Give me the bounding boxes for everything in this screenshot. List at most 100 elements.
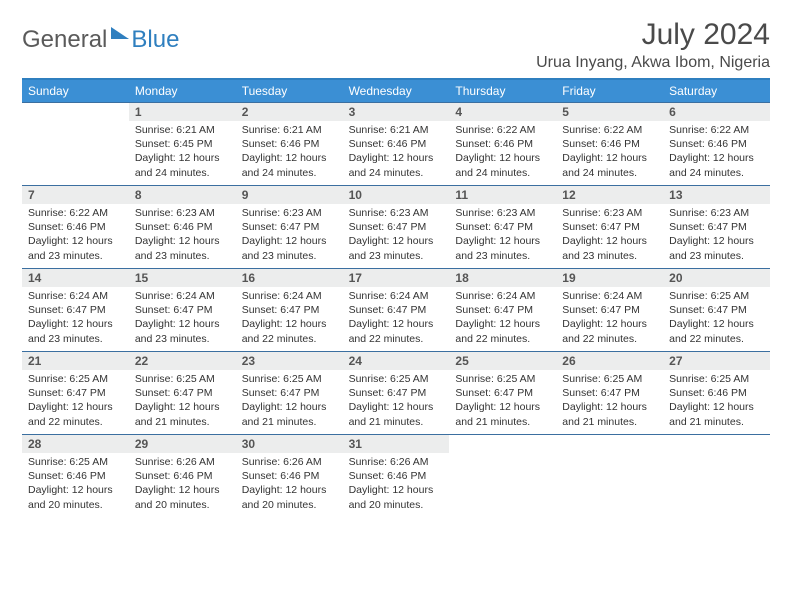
sunrise-line: Sunrise: 6:21 AM <box>349 123 444 137</box>
daylight-line: Daylight: 12 hours and 24 minutes. <box>669 151 764 179</box>
sunrise-line: Sunrise: 6:23 AM <box>455 206 550 220</box>
daylight-line: Daylight: 12 hours and 23 minutes. <box>562 234 657 262</box>
sunset-line: Sunset: 6:47 PM <box>28 386 123 400</box>
day-number: 14 <box>22 269 129 287</box>
day-details: Sunrise: 6:25 AMSunset: 6:47 PMDaylight:… <box>343 370 450 433</box>
calendar-cell: 9Sunrise: 6:23 AMSunset: 6:47 PMDaylight… <box>236 186 343 268</box>
day-details: Sunrise: 6:23 AMSunset: 6:47 PMDaylight:… <box>449 204 556 267</box>
day-details: Sunrise: 6:23 AMSunset: 6:47 PMDaylight:… <box>556 204 663 267</box>
calendar-cell: 21Sunrise: 6:25 AMSunset: 6:47 PMDayligh… <box>22 352 129 434</box>
day-details: Sunrise: 6:22 AMSunset: 6:46 PMDaylight:… <box>556 121 663 184</box>
month-title: July 2024 <box>536 18 770 52</box>
weekday-header-saturday: Saturday <box>663 80 770 102</box>
sunrise-line: Sunrise: 6:25 AM <box>349 372 444 386</box>
day-number: 29 <box>129 435 236 453</box>
sunset-line: Sunset: 6:47 PM <box>135 386 230 400</box>
daylight-line: Daylight: 12 hours and 24 minutes. <box>562 151 657 179</box>
calendar-cell: 8Sunrise: 6:23 AMSunset: 6:46 PMDaylight… <box>129 186 236 268</box>
daylight-line: Daylight: 12 hours and 23 minutes. <box>242 234 337 262</box>
daylight-line: Daylight: 12 hours and 21 minutes. <box>349 400 444 428</box>
sunrise-line: Sunrise: 6:22 AM <box>455 123 550 137</box>
day-number: 20 <box>663 269 770 287</box>
sunset-line: Sunset: 6:47 PM <box>242 386 337 400</box>
sunrise-line: Sunrise: 6:22 AM <box>562 123 657 137</box>
sunrise-line: Sunrise: 6:23 AM <box>135 206 230 220</box>
daylight-line: Daylight: 12 hours and 23 minutes. <box>455 234 550 262</box>
sunset-line: Sunset: 6:47 PM <box>455 220 550 234</box>
day-number: 18 <box>449 269 556 287</box>
day-number: 8 <box>129 186 236 204</box>
day-number <box>22 103 129 121</box>
day-details: Sunrise: 6:24 AMSunset: 6:47 PMDaylight:… <box>449 287 556 350</box>
day-number: 25 <box>449 352 556 370</box>
day-number <box>556 435 663 453</box>
calendar-cell: 25Sunrise: 6:25 AMSunset: 6:47 PMDayligh… <box>449 352 556 434</box>
day-number: 3 <box>343 103 450 121</box>
daylight-line: Daylight: 12 hours and 24 minutes. <box>242 151 337 179</box>
location-text: Urua Inyang, Akwa Ibom, Nigeria <box>536 54 770 72</box>
day-details: Sunrise: 6:25 AMSunset: 6:47 PMDaylight:… <box>236 370 343 433</box>
calendar-cell: 15Sunrise: 6:24 AMSunset: 6:47 PMDayligh… <box>129 269 236 351</box>
daylight-line: Daylight: 12 hours and 20 minutes. <box>28 483 123 511</box>
sunset-line: Sunset: 6:47 PM <box>562 303 657 317</box>
daylight-line: Daylight: 12 hours and 21 minutes. <box>135 400 230 428</box>
calendar-cell: 30Sunrise: 6:26 AMSunset: 6:46 PMDayligh… <box>236 435 343 517</box>
calendar-cell: 2Sunrise: 6:21 AMSunset: 6:46 PMDaylight… <box>236 103 343 185</box>
calendar-cell: 18Sunrise: 6:24 AMSunset: 6:47 PMDayligh… <box>449 269 556 351</box>
calendar-cell: 17Sunrise: 6:24 AMSunset: 6:47 PMDayligh… <box>343 269 450 351</box>
sunset-line: Sunset: 6:47 PM <box>562 220 657 234</box>
day-number: 30 <box>236 435 343 453</box>
daylight-line: Daylight: 12 hours and 23 minutes. <box>135 317 230 345</box>
daylight-line: Daylight: 12 hours and 21 minutes. <box>455 400 550 428</box>
sunrise-line: Sunrise: 6:25 AM <box>242 372 337 386</box>
sunset-line: Sunset: 6:46 PM <box>28 469 123 483</box>
sunset-line: Sunset: 6:46 PM <box>242 137 337 151</box>
sunrise-line: Sunrise: 6:25 AM <box>669 289 764 303</box>
sunrise-line: Sunrise: 6:21 AM <box>242 123 337 137</box>
sunset-line: Sunset: 6:47 PM <box>135 303 230 317</box>
sunrise-line: Sunrise: 6:23 AM <box>669 206 764 220</box>
sunrise-line: Sunrise: 6:24 AM <box>562 289 657 303</box>
day-number: 1 <box>129 103 236 121</box>
sunset-line: Sunset: 6:47 PM <box>349 220 444 234</box>
day-details: Sunrise: 6:26 AMSunset: 6:46 PMDaylight:… <box>129 453 236 516</box>
day-number <box>449 435 556 453</box>
week-row: 7Sunrise: 6:22 AMSunset: 6:46 PMDaylight… <box>22 185 770 268</box>
weekday-header-thursday: Thursday <box>449 80 556 102</box>
sunset-line: Sunset: 6:46 PM <box>135 220 230 234</box>
calendar-cell: 26Sunrise: 6:25 AMSunset: 6:47 PMDayligh… <box>556 352 663 434</box>
day-details: Sunrise: 6:25 AMSunset: 6:46 PMDaylight:… <box>22 453 129 516</box>
calendar-cell: 1Sunrise: 6:21 AMSunset: 6:45 PMDaylight… <box>129 103 236 185</box>
day-details: Sunrise: 6:25 AMSunset: 6:47 PMDaylight:… <box>449 370 556 433</box>
calendar-cell: 29Sunrise: 6:26 AMSunset: 6:46 PMDayligh… <box>129 435 236 517</box>
day-number: 13 <box>663 186 770 204</box>
sunset-line: Sunset: 6:46 PM <box>669 137 764 151</box>
sunset-line: Sunset: 6:46 PM <box>669 386 764 400</box>
header: General Blue July 2024 Urua Inyang, Akwa… <box>22 18 770 72</box>
sunrise-line: Sunrise: 6:21 AM <box>135 123 230 137</box>
sunset-line: Sunset: 6:47 PM <box>349 303 444 317</box>
sunrise-line: Sunrise: 6:23 AM <box>242 206 337 220</box>
calendar-cell: 23Sunrise: 6:25 AMSunset: 6:47 PMDayligh… <box>236 352 343 434</box>
calendar-cell: 5Sunrise: 6:22 AMSunset: 6:46 PMDaylight… <box>556 103 663 185</box>
sunset-line: Sunset: 6:47 PM <box>455 303 550 317</box>
day-details: Sunrise: 6:24 AMSunset: 6:47 PMDaylight:… <box>129 287 236 350</box>
week-row: 1Sunrise: 6:21 AMSunset: 6:45 PMDaylight… <box>22 102 770 185</box>
day-number: 31 <box>343 435 450 453</box>
week-row: 28Sunrise: 6:25 AMSunset: 6:46 PMDayligh… <box>22 434 770 517</box>
sunset-line: Sunset: 6:47 PM <box>242 220 337 234</box>
sunset-line: Sunset: 6:45 PM <box>135 137 230 151</box>
day-details: Sunrise: 6:22 AMSunset: 6:46 PMDaylight:… <box>449 121 556 184</box>
calendar-cell: 27Sunrise: 6:25 AMSunset: 6:46 PMDayligh… <box>663 352 770 434</box>
day-details: Sunrise: 6:21 AMSunset: 6:45 PMDaylight:… <box>129 121 236 184</box>
daylight-line: Daylight: 12 hours and 24 minutes. <box>455 151 550 179</box>
daylight-line: Daylight: 12 hours and 23 minutes. <box>669 234 764 262</box>
sunset-line: Sunset: 6:46 PM <box>349 137 444 151</box>
sunset-line: Sunset: 6:46 PM <box>28 220 123 234</box>
sunrise-line: Sunrise: 6:24 AM <box>135 289 230 303</box>
calendar-cell: 28Sunrise: 6:25 AMSunset: 6:46 PMDayligh… <box>22 435 129 517</box>
sunrise-line: Sunrise: 6:23 AM <box>562 206 657 220</box>
sunset-line: Sunset: 6:46 PM <box>135 469 230 483</box>
sunrise-line: Sunrise: 6:25 AM <box>28 372 123 386</box>
daylight-line: Daylight: 12 hours and 22 minutes. <box>669 317 764 345</box>
